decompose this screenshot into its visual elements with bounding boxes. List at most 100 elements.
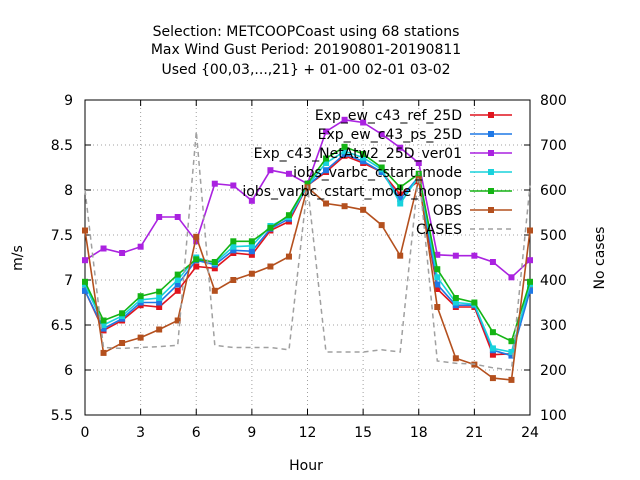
data-point [341,203,348,210]
data-point [82,287,88,294]
data-point [211,287,218,294]
legend-marker-1 [488,131,494,137]
data-point [248,248,255,255]
y2-tick-label: 600 [540,183,567,199]
data-point [341,143,348,150]
data-point [489,329,496,336]
x-tick-label: 3 [136,425,145,441]
data-point [174,271,181,278]
data-point [323,167,330,174]
data-point [471,299,478,306]
data-point [193,233,200,240]
data-point [248,242,255,249]
series [82,116,533,383]
data-point [100,322,107,328]
legend-marker-2 [488,150,494,156]
y2-tick-label: 200 [540,363,567,379]
data-point [360,206,367,213]
data-point [508,376,515,383]
data-point [137,243,144,250]
legend-label-5: OBS [433,203,462,219]
legend-label-6: CASES [416,222,462,238]
data-point [434,286,441,292]
data-point [323,200,330,207]
data-point [452,299,459,306]
y-tick-label: 8.5 [51,138,73,154]
data-point [174,317,181,324]
data-point [360,158,367,165]
legend-marker-0 [488,112,494,118]
chart-title: Selection: METCOOPCoast using 68 station… [151,24,461,78]
data-point [397,200,404,207]
data-point [452,355,459,362]
data-point [489,345,496,352]
data-point [360,151,367,157]
data-point [137,334,144,341]
data-point [434,281,441,288]
data-point [527,257,533,264]
x-tick-label: 12 [299,425,317,441]
y2-tick-label: 100 [540,408,567,424]
x-tick-label: 24 [521,425,539,441]
title-line-2: Max Wind Gust Period: 20190801-20190811 [151,42,461,58]
data-point [434,266,441,273]
data-point [508,338,515,345]
legend-label-4: iobs_varbc_cstart_mode_nonop [242,184,462,200]
data-point [193,256,200,263]
y2-tick-label: 400 [540,273,567,289]
data-point [489,259,496,265]
data-point [230,247,237,254]
data-point [508,349,515,355]
y-tick-label: 5.5 [51,408,73,424]
data-point [193,263,200,270]
data-point [397,191,404,198]
data-point [137,296,144,303]
legend-marker-4 [488,188,494,194]
data-point [248,270,255,277]
data-point [323,128,330,135]
data-point [100,245,107,252]
legend-label-1: Exp_ew_c43_ps_25D [318,127,462,143]
title-line-3: Used {00,03,...,21} + 01-00 02-01 03-02 [161,62,450,78]
data-point [360,119,367,126]
x-tick-label: 9 [247,425,256,441]
y-tick-label: 8 [64,183,73,199]
data-point [452,252,459,259]
data-point [434,251,441,258]
data-point [156,214,163,220]
data-point [341,116,348,123]
legend-marker-5 [488,207,494,213]
data-point [304,180,311,187]
x-tick-label: 0 [81,425,90,441]
y2-tick-label: 700 [540,138,567,154]
data-point [267,224,274,231]
data-point [397,144,404,151]
data-point [285,253,292,260]
data-point [267,167,274,174]
data-point [248,251,255,258]
data-point [82,227,88,234]
x-axis-label: Hour [289,458,323,474]
y2-axis-label: No cases [592,227,608,290]
data-point [230,277,237,283]
data-point [156,304,163,310]
data-point [211,259,218,265]
data-point [100,349,107,356]
data-point [193,238,200,245]
y-tick-label: 9 [64,93,73,109]
legend-label-3: iobs_varbc_cstart_mode [293,165,462,181]
y-tick-label: 6.5 [51,318,73,334]
ticks: 0 3 6 9 12 15 18 21 24 5.5 6 6.5 7 7.5 8 8.5 9 100 200 300 4… [51,93,567,441]
data-point [489,375,496,382]
data-point [285,170,292,177]
data-point [415,160,422,166]
data-point [341,148,348,155]
data-point [360,154,367,161]
data-point [156,299,163,306]
data-point [82,257,88,264]
legend-marker-3 [488,169,494,175]
data-point [119,340,126,346]
data-point [489,351,496,358]
data-point [156,295,163,301]
